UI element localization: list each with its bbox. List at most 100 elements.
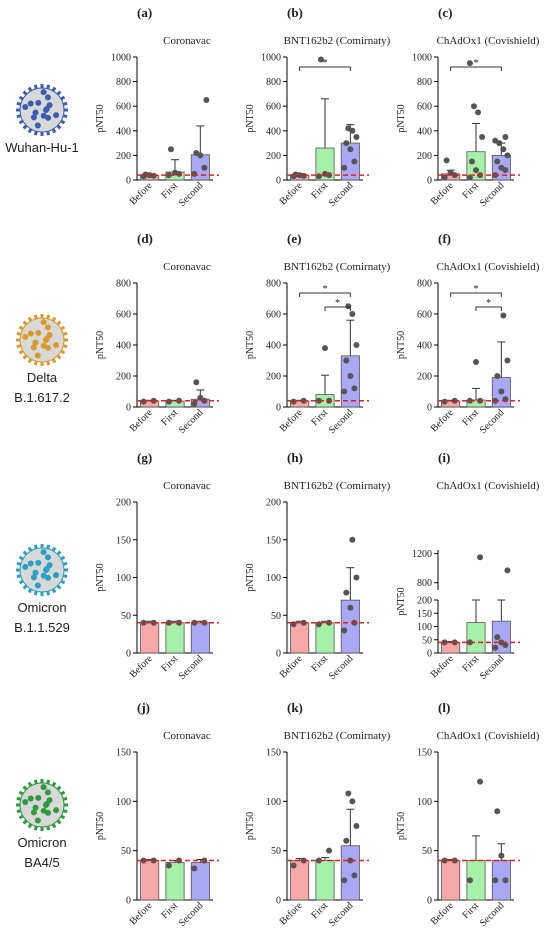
data-point	[441, 398, 448, 405]
protein	[27, 560, 34, 567]
protein	[22, 564, 29, 571]
protein	[40, 89, 47, 96]
y-tick-label: 50	[271, 611, 281, 622]
virus-icon	[16, 779, 68, 831]
bar	[441, 860, 461, 901]
data-point	[140, 398, 147, 405]
significance-label: *	[474, 284, 479, 295]
data-point	[347, 373, 354, 379]
variant-label: Wuhan-Hu-1	[5, 140, 78, 155]
data-point	[343, 589, 350, 596]
panel-label: (f)	[438, 231, 451, 246]
y-axis-label: pNT50	[95, 331, 106, 359]
y-tick-label: 100	[116, 797, 131, 808]
y-tick-label: 50	[121, 846, 131, 857]
y-axis-label: pNT50	[396, 587, 407, 615]
protein	[43, 800, 50, 807]
y-axis-label: pNT50	[245, 104, 256, 132]
data-point	[470, 103, 477, 110]
significance-label: *	[335, 298, 340, 309]
x-tick-label: Before	[128, 900, 155, 927]
data-point	[165, 862, 172, 869]
y-tick-label: 100	[417, 622, 432, 633]
x-tick-label: First	[460, 900, 481, 921]
panel-label: (c)	[438, 5, 452, 20]
data-point	[349, 798, 356, 805]
virus-body	[19, 782, 65, 828]
y-tick-label: 600	[116, 102, 131, 113]
variant-label: Omicron	[17, 835, 66, 850]
y-tick-label: 100	[116, 573, 131, 584]
x-tick-label: Second	[177, 407, 206, 436]
y-tick-label: 400	[417, 341, 432, 352]
data-point	[193, 379, 200, 386]
data-point	[466, 639, 473, 646]
y-tick-label: 800	[266, 279, 281, 290]
panel-title: Coronavac	[163, 480, 211, 492]
protein	[53, 807, 60, 814]
y-tick-label: 150	[266, 748, 281, 759]
significance-bracket	[450, 292, 502, 297]
data-point	[353, 823, 360, 829]
panel-label: (k)	[287, 700, 303, 715]
protein	[22, 799, 29, 806]
x-tick-label: Before	[278, 900, 305, 927]
bar	[466, 622, 486, 654]
significance-bracket	[450, 66, 502, 71]
y-axis-label: pNT50	[245, 563, 256, 591]
panel-title: ChAdOx1 (Covishield)	[437, 261, 540, 273]
data-point	[466, 397, 473, 404]
y-axis-label: pNT50	[396, 331, 407, 359]
virus-icon	[16, 544, 68, 596]
y-tick-label: 800	[417, 279, 432, 290]
y-tick-label: 50	[271, 846, 281, 857]
y-tick-label: 100	[266, 797, 281, 808]
protein	[53, 572, 60, 579]
bar	[315, 622, 335, 654]
data-point	[191, 865, 198, 872]
data-point	[165, 619, 172, 626]
significance-bracket	[299, 292, 351, 297]
y-axis-label: pNT50	[396, 812, 407, 840]
significance-bracket	[299, 66, 351, 71]
y-tick-label: 0	[126, 403, 131, 414]
x-tick-label: Second	[177, 180, 206, 209]
protein	[32, 109, 39, 116]
protein	[53, 342, 60, 349]
protein	[27, 330, 34, 337]
bar	[340, 355, 360, 408]
protein	[32, 804, 39, 811]
protein	[34, 352, 41, 359]
y-tick-label: 400	[266, 126, 281, 137]
protein	[40, 807, 47, 814]
y-tick-label: 600	[417, 310, 432, 321]
x-tick-label: Second	[478, 407, 507, 436]
data-point	[140, 619, 147, 626]
protein	[44, 94, 51, 101]
x-tick-label: Before	[128, 653, 155, 680]
data-point	[347, 146, 354, 153]
y-tick-label: 800	[417, 77, 432, 88]
x-tick-label: Second	[327, 653, 356, 682]
data-point	[341, 388, 348, 395]
y-axis-label: pNT50	[95, 104, 106, 132]
panel-title: ChAdOx1 (Covishield)	[437, 35, 540, 47]
data-point	[466, 60, 473, 67]
data-point	[167, 146, 174, 153]
x-tick-label: First	[460, 407, 481, 428]
data-point	[475, 109, 482, 116]
protein	[35, 794, 42, 801]
y-tick-label: 600	[417, 102, 432, 113]
data-point	[353, 574, 360, 581]
y-tick-label: 1000	[111, 53, 131, 64]
data-point	[477, 778, 484, 785]
y-tick-label: 0	[276, 649, 281, 660]
data-point	[498, 639, 505, 646]
protein	[40, 342, 47, 349]
data-point	[504, 357, 511, 364]
protein	[30, 809, 37, 816]
panel-label: (b)	[287, 5, 303, 20]
protein	[32, 569, 39, 576]
significance-bracket	[475, 306, 502, 311]
data-point	[492, 137, 499, 144]
